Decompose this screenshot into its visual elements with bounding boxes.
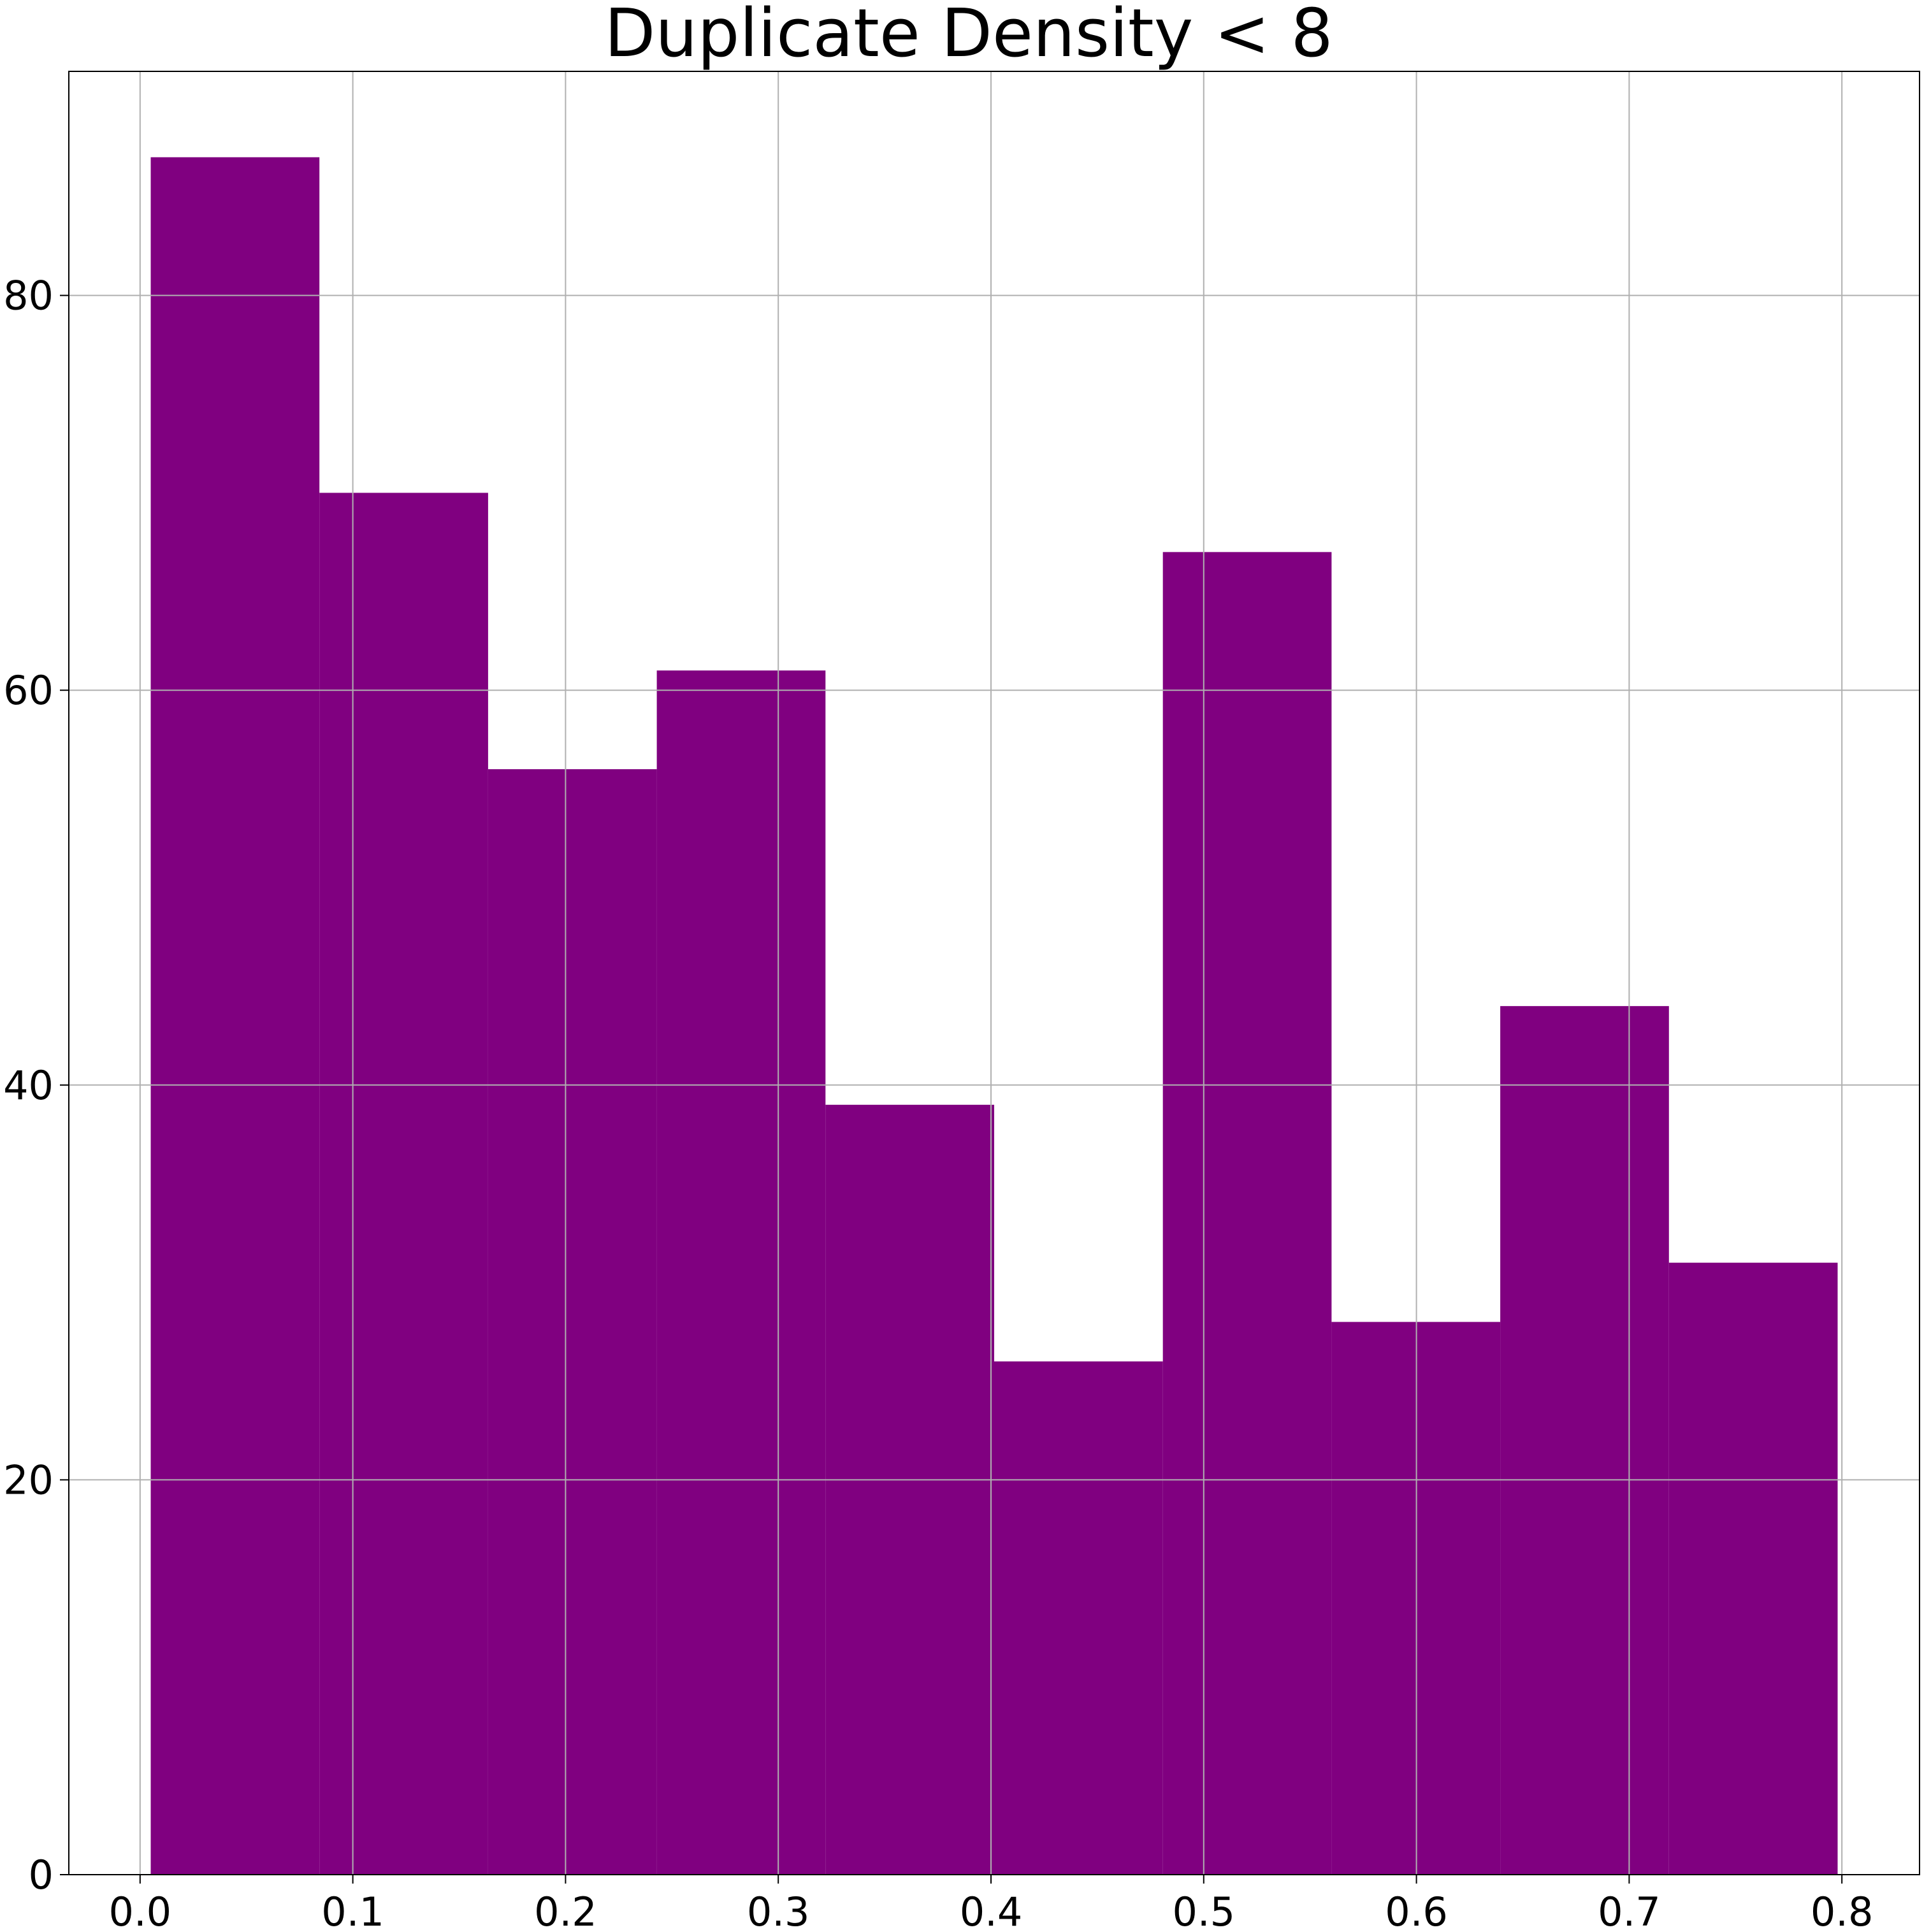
ticks: 0.0 0.1 0.2 0.3 0.4 0.5 0.6 0.7 0.8 0 20 40 60 80 bbox=[3, 273, 1873, 1932]
x-tick-label: 0.0 bbox=[109, 1889, 172, 1932]
histogram-bar bbox=[1668, 1262, 1838, 1875]
x-tick-label: 0.5 bbox=[1172, 1889, 1235, 1932]
x-tick-label: 0.3 bbox=[747, 1889, 810, 1932]
histogram-bar bbox=[150, 157, 320, 1875]
chart-title: Duplicate Density < 8 bbox=[604, 0, 1333, 72]
x-tick-label: 0.7 bbox=[1598, 1889, 1661, 1932]
bars bbox=[150, 157, 1838, 1875]
y-tick-label: 60 bbox=[3, 667, 54, 714]
histogram-bar bbox=[825, 1104, 994, 1875]
y-tick-label: 0 bbox=[29, 1852, 54, 1898]
y-tick-label: 40 bbox=[3, 1062, 54, 1109]
x-tick-label: 0.1 bbox=[321, 1889, 384, 1932]
histogram-bar bbox=[1162, 552, 1332, 1875]
histogram-bar bbox=[656, 670, 826, 1875]
x-tick-label: 0.2 bbox=[534, 1889, 597, 1932]
histogram-bar bbox=[1500, 1006, 1669, 1875]
x-tick-label: 0.8 bbox=[1811, 1889, 1874, 1932]
y-tick-label: 80 bbox=[3, 273, 54, 319]
x-tick-label: 0.6 bbox=[1385, 1889, 1448, 1932]
histogram-bar bbox=[994, 1361, 1163, 1875]
histogram-bar bbox=[488, 769, 657, 1875]
plot-frame bbox=[68, 71, 1920, 1875]
x-tick-label: 0.4 bbox=[960, 1889, 1023, 1932]
y-tick-label: 20 bbox=[3, 1457, 54, 1503]
histogram-bar bbox=[319, 493, 488, 1875]
